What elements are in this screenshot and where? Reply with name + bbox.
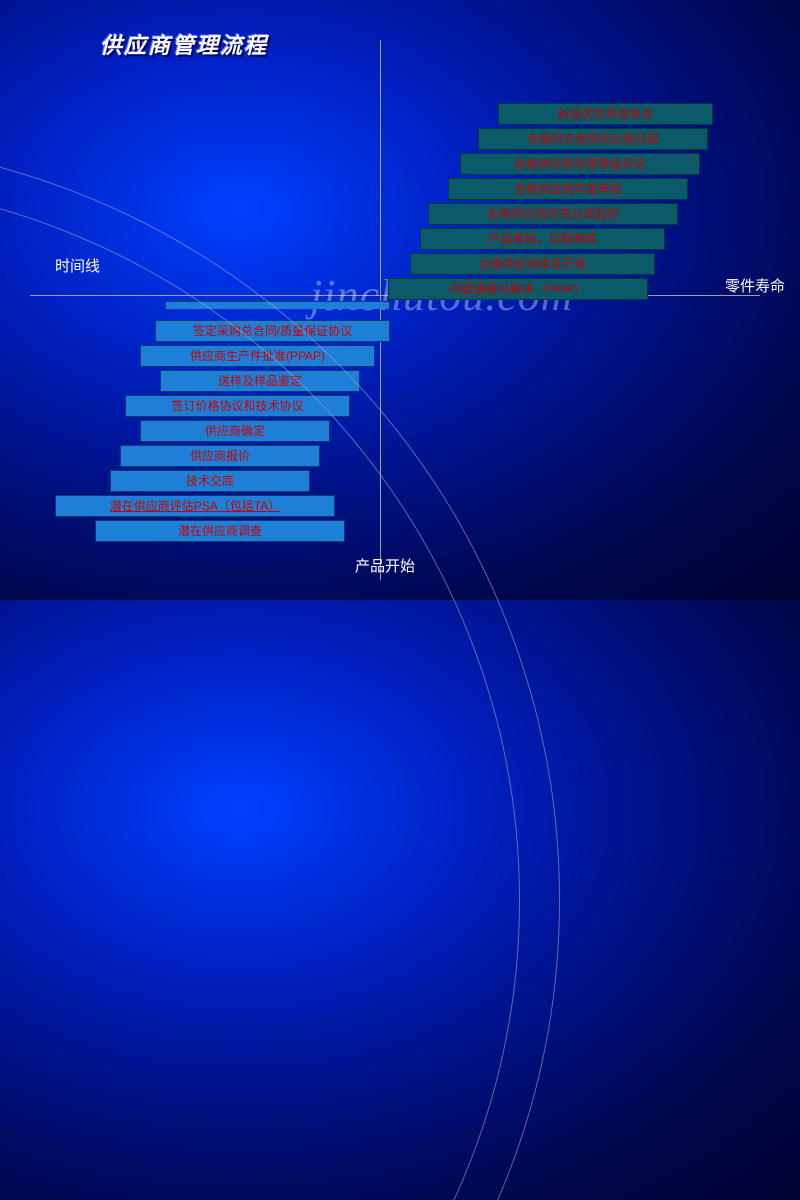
label-timeline: 时间线 (55, 255, 100, 276)
upper-step: 新品优先考虑布点 (498, 103, 713, 125)
upper-step: 合格供应商体系开发 (410, 253, 655, 275)
upper-step: 合格供应商供货业绩监控 (428, 203, 678, 225)
axis-vertical (380, 40, 381, 580)
upper-step: 合格供应商年度等级评定 (460, 153, 700, 175)
lower-step: 签定采购总合同/质量保证协议 (155, 320, 390, 342)
upper-step: 产品审核、过程审核 (420, 228, 665, 250)
lower-step: 供应商报价 (120, 445, 320, 467)
lower-step (165, 301, 390, 309)
lower-step: 供应商确定 (140, 420, 330, 442)
lower-step: 潜在供应商评估PSA（包括TA） (55, 495, 335, 517)
lower-step: 潜在供应商调查 (95, 520, 345, 542)
lower-step: 技术交底 (110, 470, 310, 492)
label-part-life: 零件寿命 (725, 275, 785, 296)
label-product-start: 产品开始 (355, 555, 415, 576)
lower-step: 签订价格协议和技术协议 (125, 395, 350, 417)
page-title: 供应商管理流程 (100, 28, 268, 60)
upper-step: 合格供应商年度审核 (448, 178, 688, 200)
lower-step: 供应商生产件批准(PPAP) (140, 345, 375, 367)
upper-step: 问题通报与解决（PR/R） (388, 278, 648, 300)
lower-step: 送样及样品鉴定 (160, 370, 360, 392)
upper-step: 合格供应商供货比例分配 (478, 128, 708, 150)
